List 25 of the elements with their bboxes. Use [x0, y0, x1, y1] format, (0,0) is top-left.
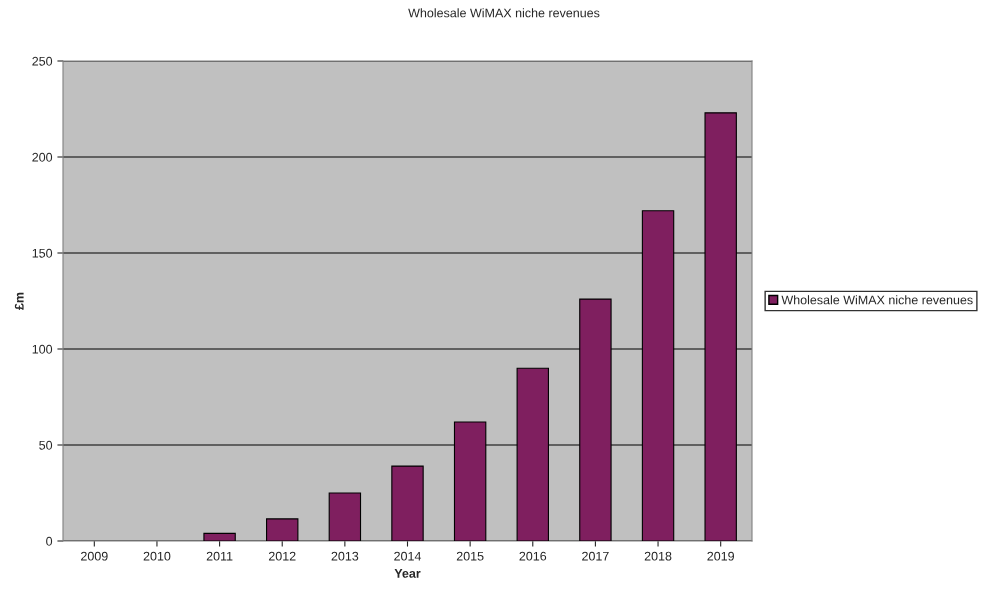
- y-axis-title: £m: [14, 292, 24, 310]
- y-tick-label: 200: [32, 152, 53, 162]
- bar: [328, 492, 362, 541]
- y-tick-label: 50: [39, 440, 53, 450]
- x-tick-label: 2019: [707, 551, 734, 561]
- x-axis-title: Year: [394, 569, 421, 578]
- y-tick-label: 150: [32, 248, 53, 258]
- x-tick-label: 2013: [331, 551, 359, 561]
- bar: [203, 532, 236, 541]
- y-tick-label: 0: [46, 536, 53, 546]
- x-tick-label: 2016: [519, 551, 547, 561]
- bar: [266, 518, 299, 541]
- legend-label: Wholesale WiMAX niche revenues: [781, 295, 973, 305]
- x-tick-label: 2014: [394, 551, 422, 561]
- y-tick-label: 250: [32, 56, 53, 66]
- x-tick-label: 2017: [582, 551, 609, 561]
- x-tick-label: 2018: [644, 551, 672, 561]
- y-tick-label: 100: [32, 344, 53, 354]
- x-tick-label: 2015: [456, 551, 484, 561]
- bar: [391, 465, 424, 541]
- chart-title: Wholesale WiMAX niche revenues: [408, 8, 600, 18]
- x-tick-label: 2009: [81, 551, 108, 561]
- x-tick-label: 2011: [206, 551, 233, 561]
- x-tick-label: 2010: [143, 551, 171, 561]
- x-tick-label: 2012: [268, 551, 296, 561]
